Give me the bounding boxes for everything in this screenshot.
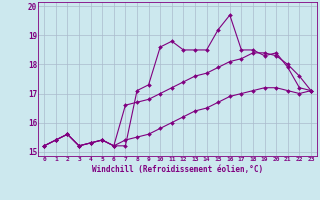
X-axis label: Windchill (Refroidissement éolien,°C): Windchill (Refroidissement éolien,°C) bbox=[92, 165, 263, 174]
